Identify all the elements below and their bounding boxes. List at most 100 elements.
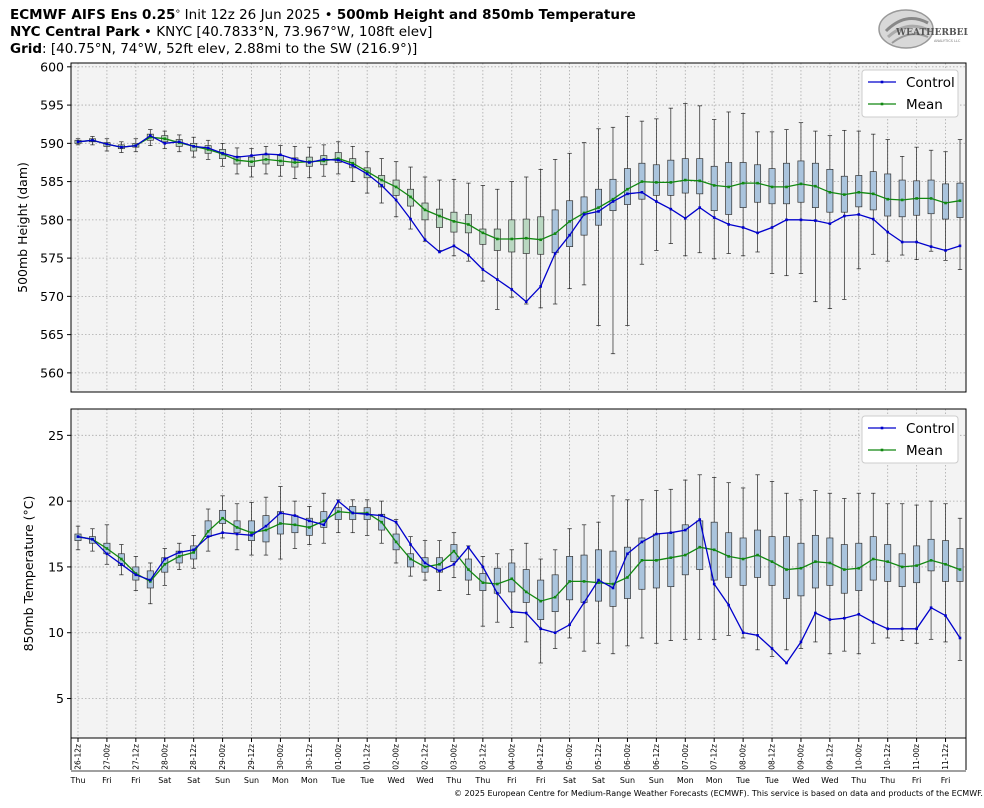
mean-point: [958, 199, 962, 203]
control-point: [467, 545, 470, 549]
control-point: [279, 153, 282, 157]
mean-point: [510, 577, 514, 581]
ensemble-box: [248, 502, 255, 556]
mean-point: [293, 161, 297, 164]
iqr-box: [508, 562, 516, 593]
mean-point: [423, 208, 427, 212]
ensemble-box: [956, 517, 964, 661]
grid-label: Grid: [10, 41, 43, 57]
x-tick-label: 05-00z: [565, 744, 574, 770]
iqr-box: [898, 553, 906, 588]
control-point: [438, 569, 441, 573]
ensemble-box: [623, 499, 631, 647]
control-point: [235, 532, 239, 536]
x-day-label: Thu: [474, 776, 490, 785]
control-series: [76, 134, 962, 304]
mean-point: [279, 159, 282, 163]
product-title: 500mb Height and 850mb Temperature: [336, 7, 636, 23]
mean-point: [712, 184, 716, 187]
control-point: [365, 512, 369, 516]
x-day-label: Fri: [536, 776, 546, 785]
x-day-label: Mon: [706, 776, 723, 785]
ensemble-box: [219, 495, 227, 539]
mean-point: [756, 553, 759, 557]
control-series: [76, 499, 962, 665]
control-point: [843, 616, 846, 620]
mean-point: [857, 191, 861, 194]
model-name: ECMWF AIFS Ens 0.25: [10, 7, 176, 23]
mean-point: [626, 187, 629, 191]
control-point: [741, 631, 745, 635]
mean-point: [250, 160, 253, 163]
mean-point: [351, 161, 355, 165]
mean-point: [929, 197, 933, 200]
mean-point: [871, 557, 875, 561]
x-tick-label: 26-12z: [74, 744, 83, 770]
mean-point: [712, 548, 716, 552]
mean-point: [148, 135, 152, 139]
mean-point: [785, 568, 788, 571]
ensemble-box: [754, 474, 762, 651]
control-point: [351, 164, 355, 167]
ensemble-box: [566, 528, 574, 639]
control-point: [597, 210, 600, 213]
x-day-label: Fri: [507, 776, 517, 785]
control-point: [539, 627, 542, 631]
control-point: [452, 244, 456, 248]
control-point: [380, 514, 383, 517]
control-point: [727, 603, 730, 607]
x-day-label: Thu: [879, 776, 895, 785]
control-point: [235, 155, 239, 159]
ensemble-box: [681, 479, 689, 640]
x-day-label: Mon: [677, 776, 694, 785]
mean-point: [467, 223, 470, 226]
control-point: [814, 611, 817, 615]
x-tick-label: 03-12z: [478, 744, 487, 770]
control-point: [799, 218, 803, 222]
control-point: [857, 213, 861, 216]
mean-point: [929, 559, 933, 562]
mean-point: [510, 237, 514, 241]
x-tick-label: 27-00z: [102, 744, 111, 770]
control-point: [192, 145, 195, 148]
mean-point: [727, 555, 730, 558]
control-point: [814, 219, 817, 222]
control-point: [843, 214, 846, 218]
mean-point: [148, 580, 152, 583]
mean-point: [539, 238, 542, 242]
mean-point: [221, 516, 224, 520]
mean-point: [843, 193, 846, 196]
control-point: [264, 524, 268, 528]
control-point: [886, 627, 890, 631]
control-point: [76, 140, 80, 144]
iqr-box: [681, 524, 689, 576]
y-tick-label: 570: [40, 289, 64, 304]
iqr-box: [927, 538, 935, 572]
x-day-label: Sun: [620, 776, 635, 785]
control-point: [120, 562, 123, 566]
control-point: [871, 620, 875, 624]
mean-point: [727, 185, 730, 189]
mean-point: [496, 582, 499, 586]
mean-point: [683, 178, 687, 182]
control-point: [105, 142, 109, 146]
mean-point: [235, 526, 239, 529]
control-point: [177, 551, 181, 554]
ensemble-box: [710, 119, 718, 260]
mean-point: [770, 185, 774, 189]
control-point: [828, 222, 832, 225]
x-tick-label: 27-12z: [131, 744, 140, 770]
mean-point: [741, 181, 745, 185]
mean-point: [814, 560, 817, 563]
x-tick-label: 30-00z: [276, 744, 285, 770]
y-tick-label: 575: [40, 251, 64, 266]
ensemble-box: [898, 155, 906, 256]
temperature-panel: 5 10 15 20 25 850mb Temperature (°C) Control Me…: [21, 408, 967, 739]
y-tick-label: 560: [40, 365, 64, 380]
mean-point: [452, 220, 456, 223]
x-tick-label: 08-00z: [739, 744, 748, 770]
iqr-box: [826, 537, 834, 586]
x-tick-label: 11-12z: [941, 744, 950, 770]
x-tick-label: 04-00z: [507, 744, 516, 770]
control-point: [886, 230, 890, 234]
